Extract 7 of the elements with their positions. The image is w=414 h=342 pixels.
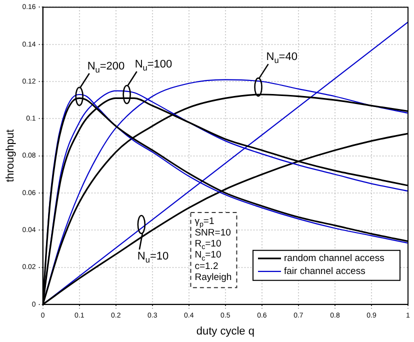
- annotation: c=1.2: [194, 260, 218, 272]
- x-axis-title: duty cycle q: [196, 325, 254, 338]
- legend-label: fair channel access: [284, 266, 366, 278]
- legend-label: random channel access: [284, 253, 385, 264]
- annotation: Rayleigh: [194, 272, 232, 284]
- y-axis-title: throughput: [4, 129, 17, 182]
- annotation: SNR=10: [194, 227, 231, 238]
